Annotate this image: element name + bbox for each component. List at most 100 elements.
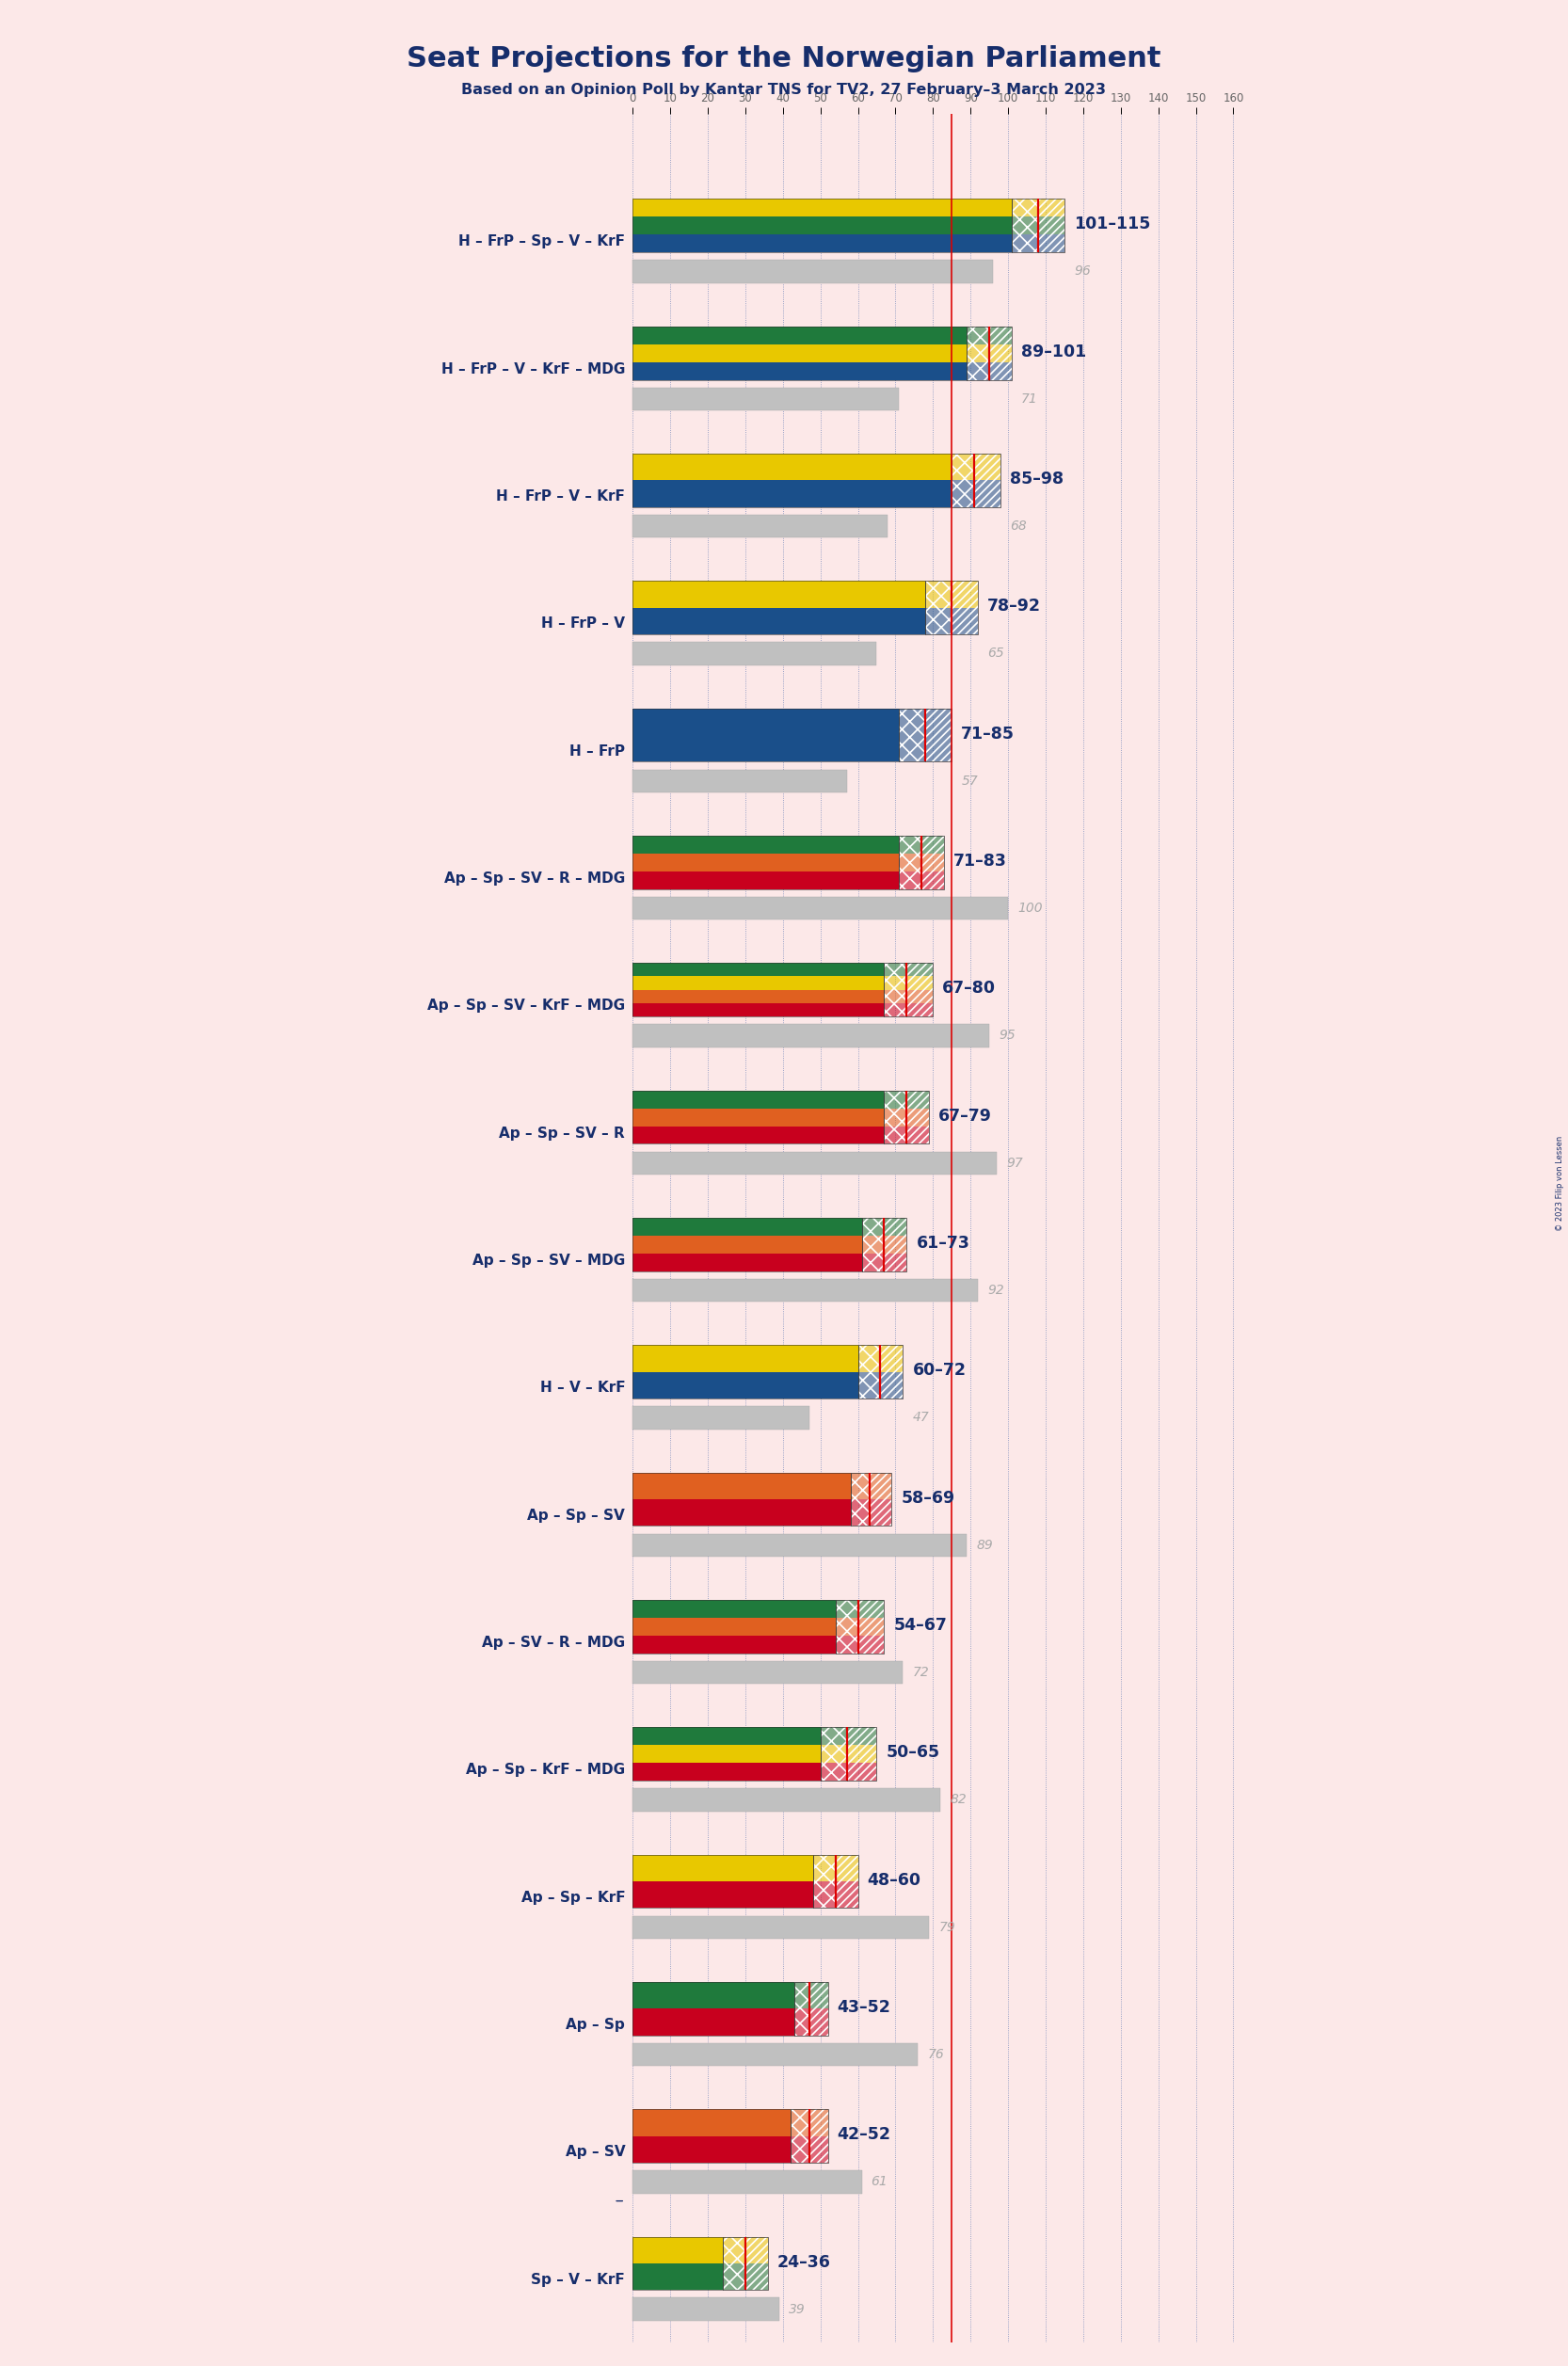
Bar — [790, 2108, 809, 2163]
Bar — [632, 260, 993, 284]
Bar — [632, 1235, 862, 1254]
Bar — [632, 1472, 850, 1500]
Text: 24–36: 24–36 — [778, 2255, 831, 2271]
Bar — [862, 1254, 884, 1271]
Text: 82: 82 — [950, 1793, 966, 1805]
Bar — [898, 707, 925, 762]
Bar — [820, 1727, 847, 1782]
Bar — [632, 963, 884, 977]
Text: 60–72: 60–72 — [913, 1363, 966, 1379]
Bar — [632, 707, 898, 762]
Bar — [884, 1218, 906, 1271]
Bar — [898, 707, 925, 762]
Bar — [632, 388, 898, 409]
Text: H – V – KrF: H – V – KrF — [539, 1382, 626, 1396]
Bar — [884, 1107, 906, 1126]
Bar — [884, 1126, 906, 1143]
Bar — [922, 854, 944, 871]
Bar — [1038, 218, 1065, 234]
Bar — [1038, 199, 1065, 253]
Bar — [632, 582, 925, 634]
Text: 58–69: 58–69 — [902, 1491, 955, 1507]
Bar — [1038, 199, 1065, 218]
Bar — [809, 2108, 828, 2163]
Text: 61–73: 61–73 — [916, 1235, 969, 1252]
Bar — [632, 327, 967, 343]
Bar — [925, 707, 952, 762]
Bar — [745, 2236, 768, 2290]
Bar — [836, 1618, 858, 1635]
Bar — [952, 582, 978, 634]
Bar — [632, 1372, 858, 1398]
Bar — [898, 707, 925, 762]
Bar — [745, 2236, 768, 2264]
Bar — [836, 1855, 858, 1881]
Bar — [745, 2264, 768, 2290]
Bar — [862, 1218, 884, 1271]
Bar — [632, 1661, 903, 1685]
Text: 97: 97 — [1007, 1157, 1022, 1169]
Bar — [884, 1091, 906, 1143]
Bar — [967, 327, 989, 381]
Bar — [967, 327, 989, 381]
Bar — [898, 871, 922, 890]
Bar — [862, 1218, 884, 1235]
Bar — [793, 1983, 809, 2035]
Text: 57: 57 — [961, 774, 978, 788]
Bar — [632, 582, 925, 608]
Bar — [989, 327, 1011, 343]
Bar — [881, 1346, 903, 1398]
Bar — [632, 977, 884, 989]
Bar — [836, 1599, 858, 1618]
Bar — [850, 1472, 869, 1526]
Bar — [793, 1983, 809, 2009]
Bar — [790, 2108, 809, 2136]
Bar — [632, 1405, 809, 1429]
Text: Ap – Sp – SV – MDG: Ap – Sp – SV – MDG — [472, 1254, 626, 1268]
Bar — [869, 1472, 892, 1500]
Bar — [632, 2297, 779, 2321]
Bar — [632, 835, 898, 854]
Bar — [632, 454, 952, 480]
Bar — [989, 343, 1011, 362]
Bar — [632, 1727, 820, 1782]
Text: 61: 61 — [872, 2174, 887, 2189]
Bar — [632, 1855, 812, 1881]
Text: H – FrP – Sp – V – KrF: H – FrP – Sp – V – KrF — [458, 234, 626, 248]
Bar — [952, 454, 974, 480]
Bar — [974, 454, 1000, 506]
Bar — [884, 963, 906, 977]
Bar — [884, 963, 906, 1017]
Bar — [952, 480, 974, 506]
Text: 71: 71 — [1021, 393, 1038, 405]
Bar — [745, 2236, 768, 2290]
Bar — [906, 977, 933, 989]
Text: 50–65: 50–65 — [886, 1744, 939, 1760]
Text: 89: 89 — [977, 1538, 993, 1552]
Bar — [632, 1091, 884, 1107]
Bar — [632, 218, 1011, 234]
Text: 65: 65 — [988, 646, 1004, 660]
Text: 76: 76 — [927, 2049, 944, 2061]
Bar — [898, 854, 922, 871]
Bar — [884, 989, 906, 1003]
Bar — [632, 2236, 723, 2264]
Bar — [850, 1472, 869, 1500]
Text: 95: 95 — [999, 1029, 1016, 1043]
Bar — [632, 1983, 793, 2009]
Bar — [836, 1635, 858, 1654]
Bar — [967, 327, 989, 343]
Text: Ap – SV: Ap – SV — [564, 2146, 626, 2160]
Bar — [820, 1746, 847, 1763]
Text: 78–92: 78–92 — [988, 599, 1041, 615]
Bar — [632, 1599, 836, 1618]
Bar — [632, 1789, 941, 1812]
Bar — [847, 1746, 877, 1763]
Bar — [632, 963, 884, 1017]
Text: Ap – Sp – SV – R – MDG: Ap – Sp – SV – R – MDG — [444, 871, 626, 885]
Text: 72: 72 — [913, 1666, 930, 1680]
Bar — [989, 327, 1011, 381]
Bar — [925, 707, 952, 762]
Bar — [632, 1280, 978, 1301]
Bar — [836, 1599, 858, 1654]
